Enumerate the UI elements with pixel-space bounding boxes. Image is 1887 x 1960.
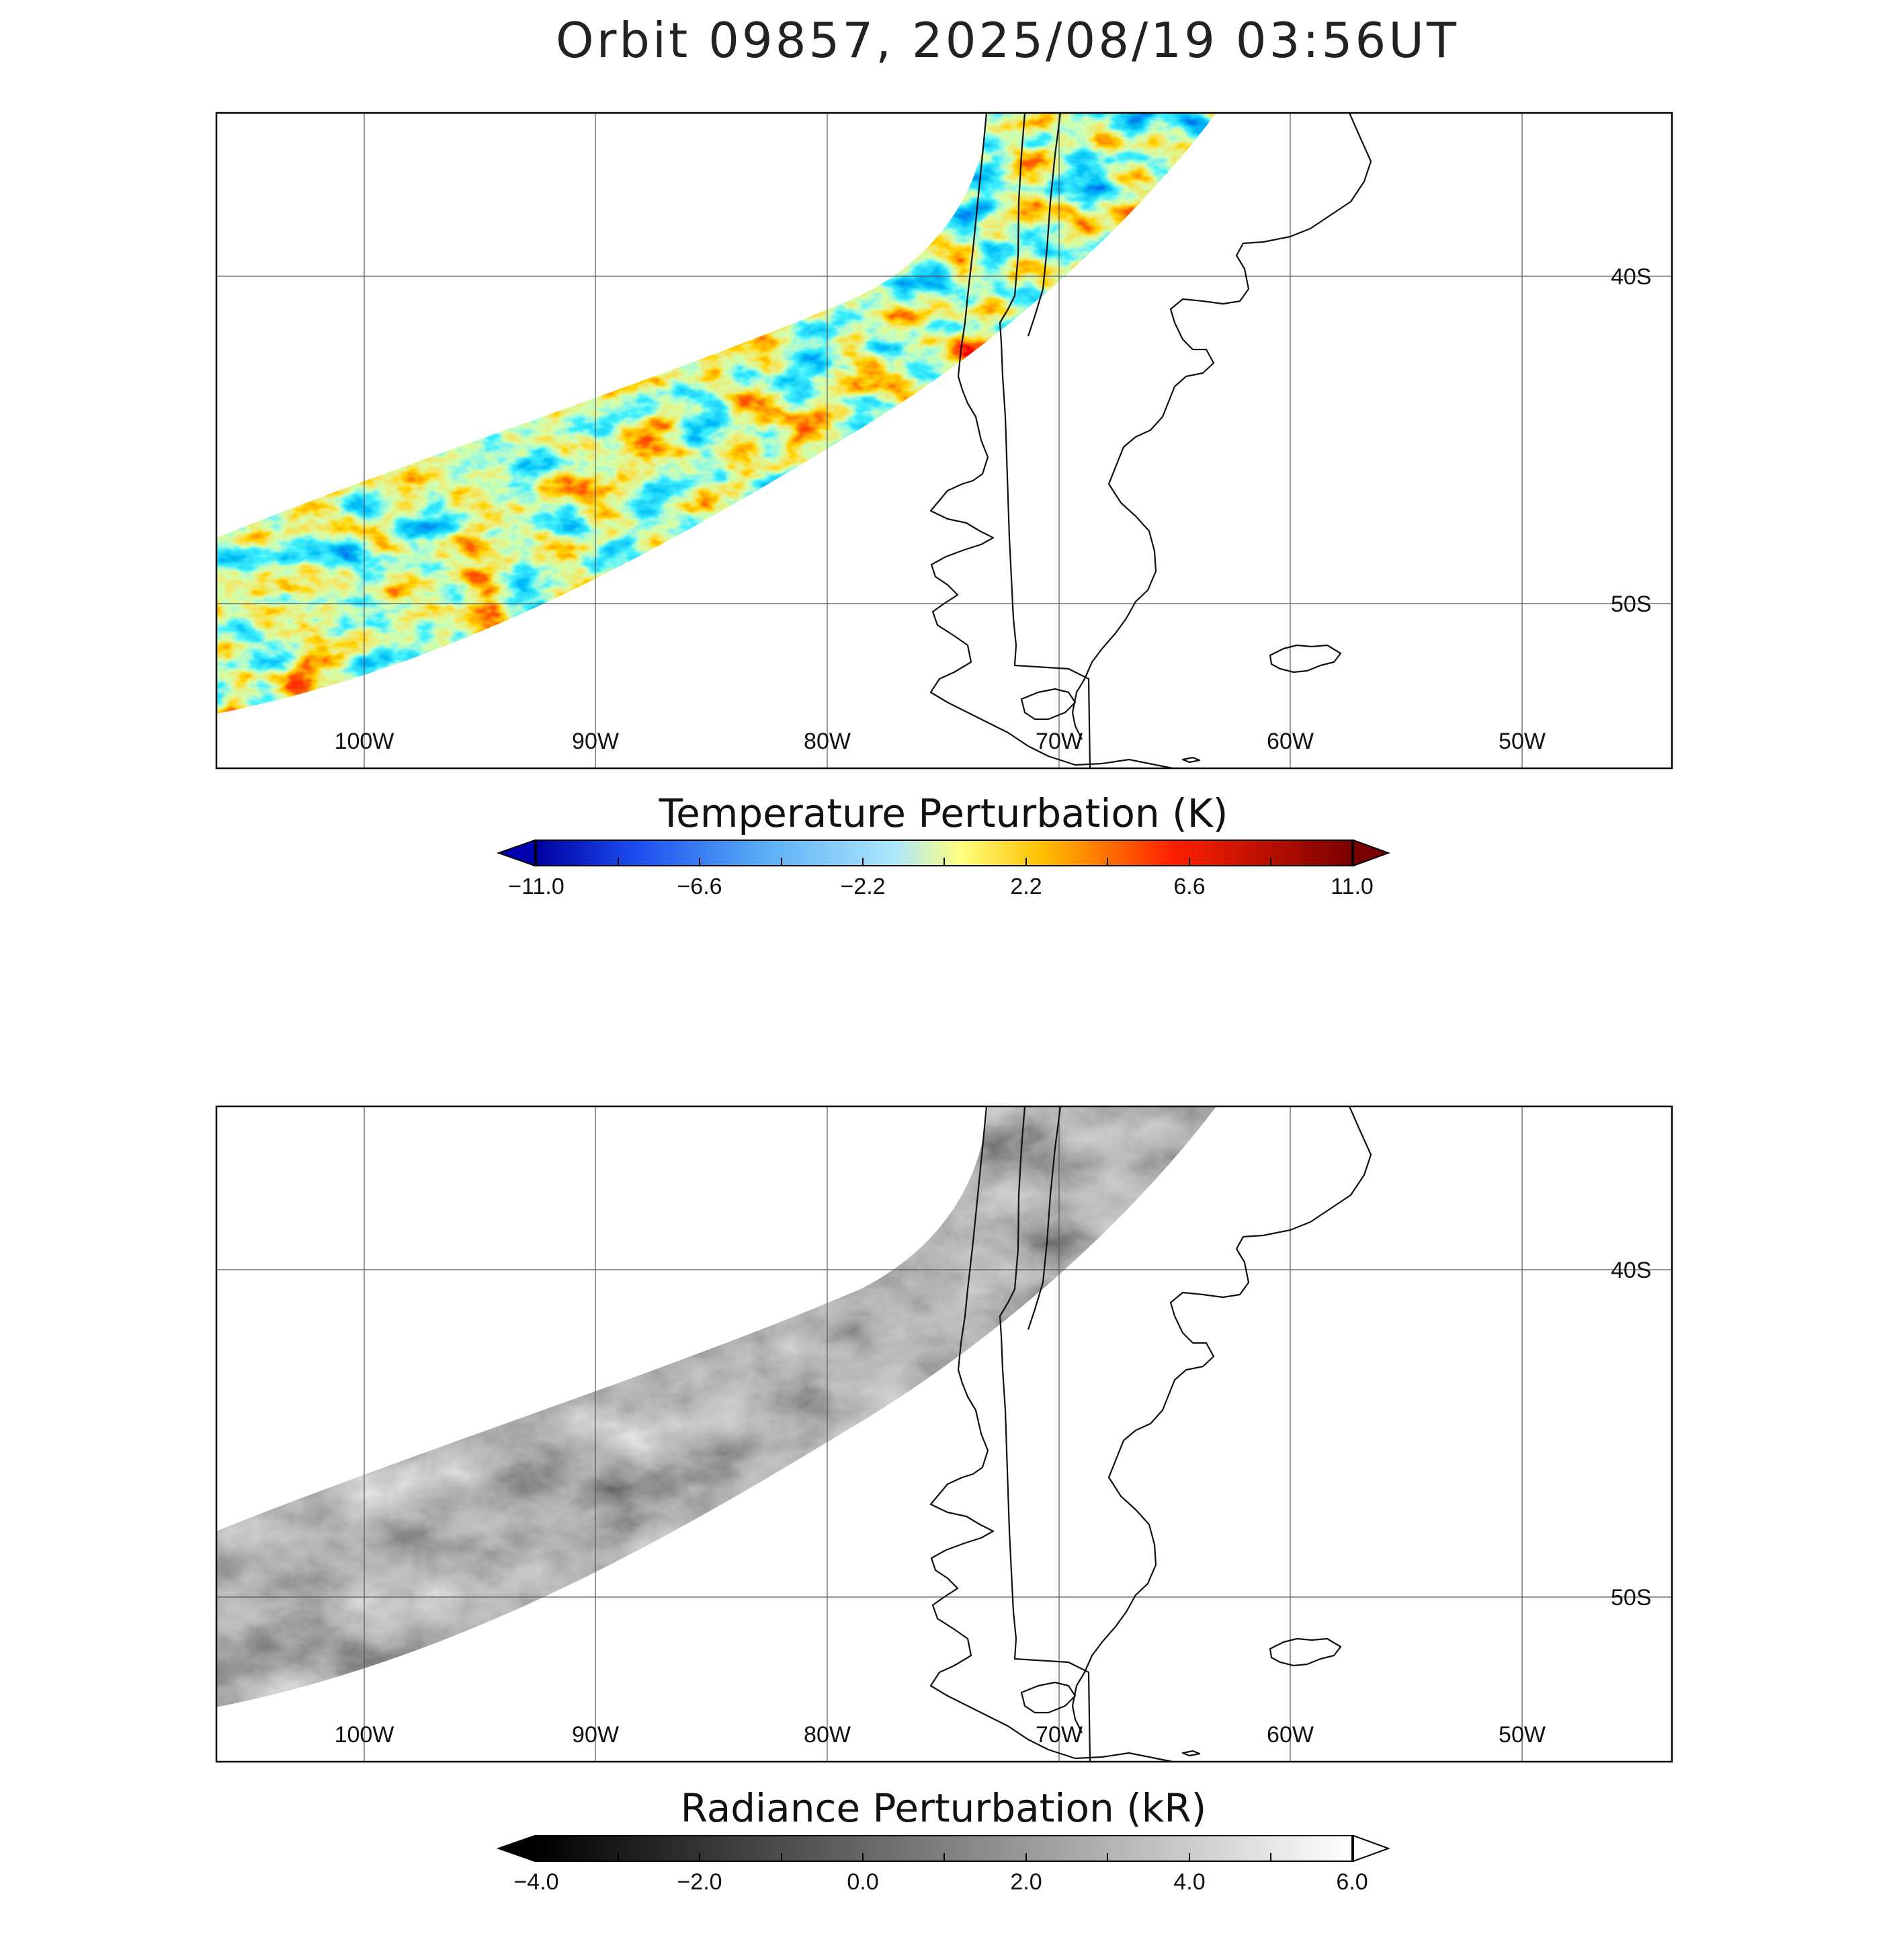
lon-label-50w: 50W: [1499, 729, 1546, 754]
temperature-colorbar-tick: −11.0: [508, 874, 564, 899]
page-title: Orbit 09857, 2025/08/19 03:56UT: [556, 12, 1459, 69]
lat-label-40s: 40S: [1611, 264, 1652, 290]
temperature-colorbar-tick: 11.0: [1331, 874, 1374, 899]
lon-label-80w: 80W: [804, 729, 851, 754]
lon-label-80w: 80W: [804, 1722, 851, 1748]
temperature-colorbar-tick: −6.6: [677, 874, 722, 899]
lat-label-40s: 40S: [1611, 1258, 1652, 1283]
lon-label-60w: 60W: [1267, 729, 1314, 754]
lon-label-70w: 70W: [1036, 729, 1083, 754]
radiance-map-panel: 100W 90W 80W 70W 60W 50W 40S 50S: [215, 1105, 1673, 1763]
lon-label-90w: 90W: [572, 729, 619, 754]
temperature-colorbar: Temperature Perturbation (K) −11.0 −6.6 …: [496, 790, 1390, 899]
lat-label-50s: 50S: [1611, 1585, 1652, 1610]
radiance-colorbar-title: Radiance Perturbation (kR): [681, 1785, 1207, 1831]
radiance-colorbar-tick: −2.0: [677, 1869, 722, 1895]
radiance-colorbar-tick: −4.0: [513, 1869, 558, 1895]
temperature-colorbar-tick: −2.2: [840, 874, 885, 899]
temperature-colorbar-tick: 6.6: [1173, 874, 1205, 899]
lon-label-90w: 90W: [572, 1722, 619, 1748]
radiance-colorbar-tick: 2.0: [1010, 1869, 1042, 1895]
lon-label-70w: 70W: [1036, 1722, 1083, 1748]
lon-label-50w: 50W: [1499, 1722, 1546, 1748]
radiance-colorbar: Radiance Perturbation (kR) −4.0 −2.0 0.0…: [496, 1785, 1390, 1895]
lon-label-100w: 100W: [335, 1722, 394, 1748]
temperature-map-panel: 100W 90W 80W 70W 60W 50W 40S 50S: [215, 112, 1673, 770]
lon-label-100w: 100W: [335, 729, 394, 754]
lat-label-50s: 50S: [1611, 591, 1652, 617]
radiance-colorbar-tick: 4.0: [1173, 1869, 1205, 1895]
lon-label-60w: 60W: [1267, 1722, 1314, 1748]
radiance-colorbar-tick: 0.0: [847, 1869, 878, 1895]
radiance-colorbar-tick: 6.0: [1336, 1869, 1368, 1895]
temperature-colorbar-title: Temperature Perturbation (K): [659, 790, 1228, 836]
temperature-colorbar-tick: 2.2: [1010, 874, 1042, 899]
